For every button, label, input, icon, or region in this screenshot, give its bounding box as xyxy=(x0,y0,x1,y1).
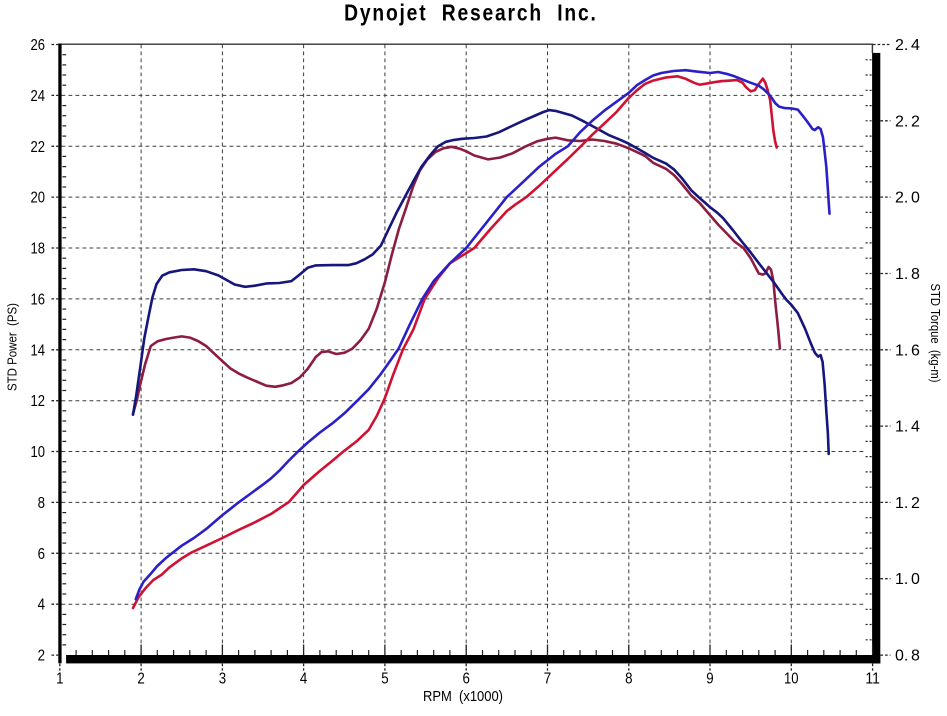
svg-text:1.6: 1. 6 xyxy=(895,342,920,359)
svg-text:5: 5 xyxy=(381,671,388,688)
svg-text:7: 7 xyxy=(544,671,551,688)
svg-text:18: 18 xyxy=(31,241,46,258)
svg-text:20: 20 xyxy=(31,190,46,207)
svg-text:9: 9 xyxy=(706,671,713,688)
svg-text:10: 10 xyxy=(31,444,46,461)
svg-text:0.8: 0. 8 xyxy=(895,648,920,665)
svg-text:Dynojet Research Inc.: Dynojet Research Inc. xyxy=(344,0,596,26)
svg-text:2.0: 2. 0 xyxy=(895,190,920,207)
svg-text:2.4: 2. 4 xyxy=(895,37,920,54)
svg-text:16: 16 xyxy=(31,291,46,308)
svg-text:1.2: 1. 2 xyxy=(895,495,920,512)
svg-text:2: 2 xyxy=(137,671,144,688)
svg-text:8: 8 xyxy=(625,671,632,688)
svg-text:RPM (x1000): RPM (x1000) xyxy=(423,688,503,705)
svg-text:11: 11 xyxy=(865,671,880,688)
svg-text:6: 6 xyxy=(463,671,470,688)
svg-text:26: 26 xyxy=(31,37,46,54)
svg-text:2: 2 xyxy=(38,648,45,665)
svg-text:22: 22 xyxy=(31,139,46,156)
svg-text:4: 4 xyxy=(300,671,307,688)
svg-text:STD Torque (kg-m): STD Torque (kg-m) xyxy=(928,284,943,383)
svg-text:3: 3 xyxy=(219,671,226,688)
svg-text:1.0: 1. 0 xyxy=(895,571,920,588)
svg-text:2.2: 2. 2 xyxy=(895,113,920,130)
svg-text:1.8: 1. 8 xyxy=(895,266,920,283)
svg-text:STD Power (PS): STD Power (PS) xyxy=(5,303,20,391)
svg-text:1.4: 1. 4 xyxy=(895,419,920,436)
svg-text:8: 8 xyxy=(38,495,45,512)
svg-text:6: 6 xyxy=(38,546,45,563)
svg-text:12: 12 xyxy=(31,393,46,410)
svg-text:14: 14 xyxy=(31,342,46,359)
svg-text:4: 4 xyxy=(38,597,45,614)
svg-text:10: 10 xyxy=(784,671,799,688)
svg-text:1: 1 xyxy=(56,671,63,688)
svg-text:24: 24 xyxy=(31,88,46,105)
